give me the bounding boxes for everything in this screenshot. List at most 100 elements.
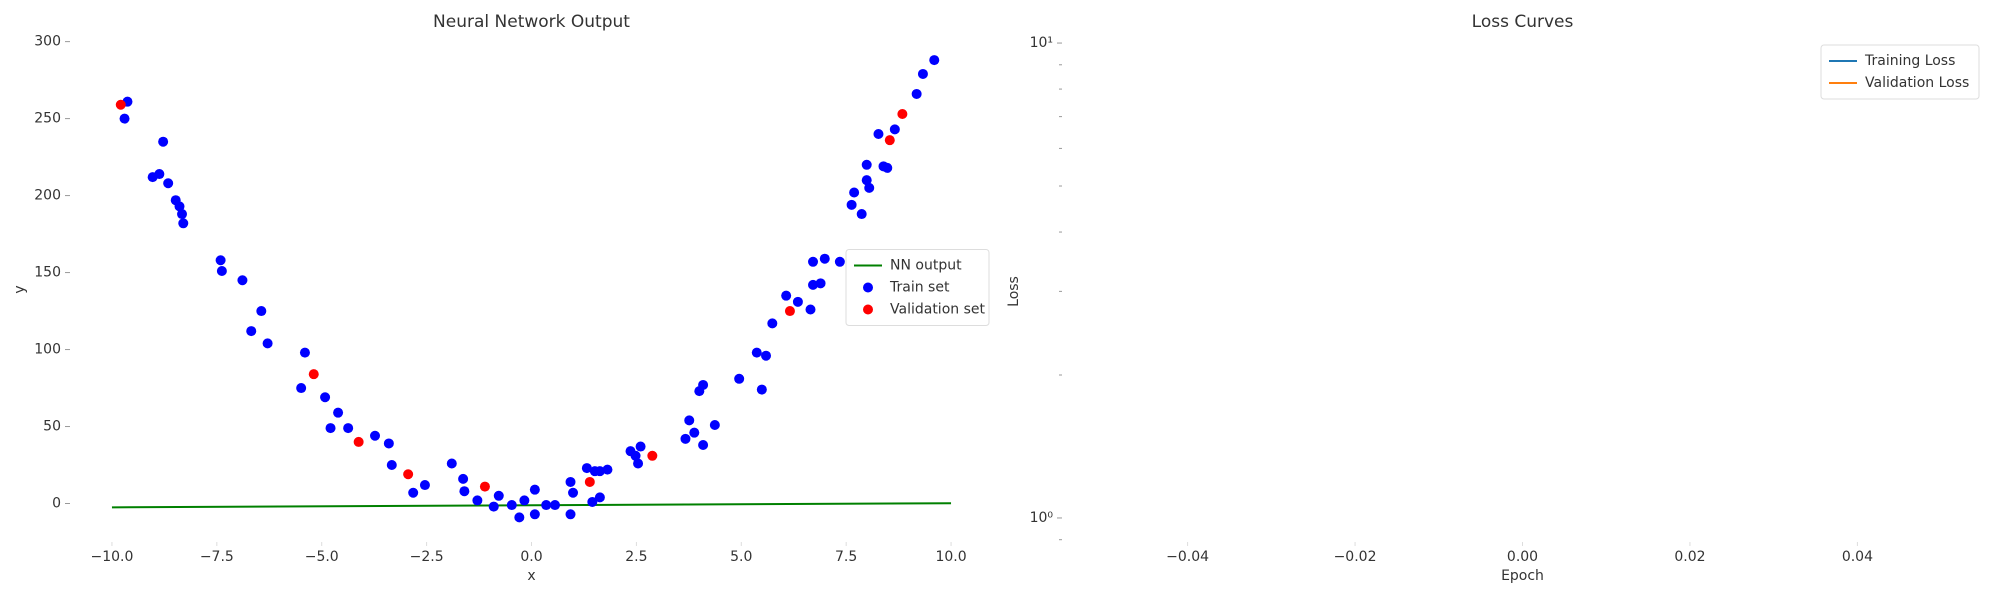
point	[602, 464, 613, 475]
y-tick-label: 200	[34, 188, 61, 204]
point	[549, 500, 560, 511]
point	[237, 275, 248, 286]
point	[856, 209, 867, 220]
legend: NN output Train set Validation set	[845, 249, 990, 326]
point	[819, 253, 830, 264]
point	[709, 419, 720, 430]
point	[299, 347, 310, 358]
point	[174, 201, 185, 212]
point	[479, 481, 490, 492]
point	[256, 306, 267, 317]
point	[917, 68, 928, 79]
point	[911, 88, 922, 99]
point	[815, 278, 826, 289]
point	[784, 306, 795, 317]
point	[568, 487, 579, 498]
point	[177, 209, 188, 220]
point	[178, 218, 189, 229]
point	[519, 495, 530, 506]
point	[493, 490, 504, 501]
point	[246, 326, 257, 337]
point	[403, 469, 414, 480]
x-tick-label: −7.5	[200, 549, 234, 565]
point	[584, 476, 595, 487]
point	[386, 460, 397, 471]
point	[882, 162, 893, 173]
point	[158, 136, 169, 147]
x-tick-label: −5.0	[305, 549, 339, 565]
point	[262, 338, 273, 349]
point	[792, 296, 803, 307]
point	[873, 128, 884, 139]
chart-title: Neural Network Output	[433, 12, 630, 32]
point	[383, 438, 394, 449]
point	[529, 509, 540, 520]
y-tick-label: 50	[43, 419, 61, 435]
x-tick-label: −2.5	[410, 549, 444, 565]
point	[343, 423, 354, 434]
y-axis-label: y	[12, 285, 28, 293]
legend-label: Validation Loss	[1865, 75, 1969, 91]
x-tick-label: −0.02	[1334, 549, 1377, 565]
legend-label: Training Loss	[1864, 53, 1955, 69]
chart-title: Loss Curves	[1472, 12, 1574, 32]
point	[115, 99, 126, 110]
point	[163, 178, 174, 189]
point	[320, 392, 331, 403]
point	[808, 256, 819, 267]
x-tick-label: −10.0	[91, 549, 134, 565]
point	[647, 450, 658, 461]
y-tick-label: 150	[34, 265, 61, 281]
point	[216, 266, 227, 277]
point	[849, 187, 860, 198]
point	[630, 450, 641, 461]
point	[861, 159, 872, 170]
subplot: Loss Curves Epoch Loss −0.04 −0.02 0.00 0.02 0.…	[1006, 12, 1980, 584]
point	[472, 495, 483, 506]
legend-label: NN output	[890, 258, 962, 274]
point	[514, 512, 525, 523]
point	[889, 124, 900, 135]
x-tick-label: 0.00	[1507, 549, 1538, 565]
point	[325, 423, 336, 434]
point	[635, 441, 646, 452]
point	[834, 256, 845, 267]
legend-swatch	[863, 282, 873, 293]
point	[296, 383, 307, 394]
x-tick-label: 0.0	[520, 549, 542, 565]
point	[459, 486, 470, 497]
point	[587, 496, 598, 507]
point	[761, 350, 772, 361]
point	[370, 430, 381, 441]
legend-box	[845, 249, 990, 326]
point	[581, 463, 592, 474]
legend-label: Validation set	[890, 302, 985, 318]
point	[565, 476, 576, 487]
x-tick-label: 7.5	[835, 549, 857, 565]
x-tick-label: 10.0	[935, 549, 966, 565]
point	[884, 135, 895, 146]
y-tick-label: 300	[34, 34, 61, 50]
point	[215, 255, 226, 266]
legend-label: Train set	[889, 280, 950, 296]
point	[751, 347, 762, 358]
subplot: Neural Network Output x y −10.0 −7.5 −5.0 −2.5…	[12, 12, 990, 584]
y-tick-label: 10¹	[1030, 35, 1053, 51]
point	[565, 509, 576, 520]
point	[689, 427, 700, 438]
point	[767, 318, 778, 329]
point	[541, 500, 552, 511]
y-tick-label: 10⁰	[1030, 510, 1054, 526]
point	[408, 487, 419, 498]
point	[698, 379, 709, 390]
point	[333, 407, 344, 418]
point	[154, 169, 165, 180]
point	[684, 415, 695, 426]
x-tick-label: 2.5	[625, 549, 647, 565]
point	[805, 304, 816, 315]
x-tick-label: 0.04	[1842, 549, 1873, 565]
x-tick-label: 0.02	[1674, 549, 1705, 565]
x-axis-label: x	[527, 568, 535, 584]
line	[111, 502, 952, 509]
